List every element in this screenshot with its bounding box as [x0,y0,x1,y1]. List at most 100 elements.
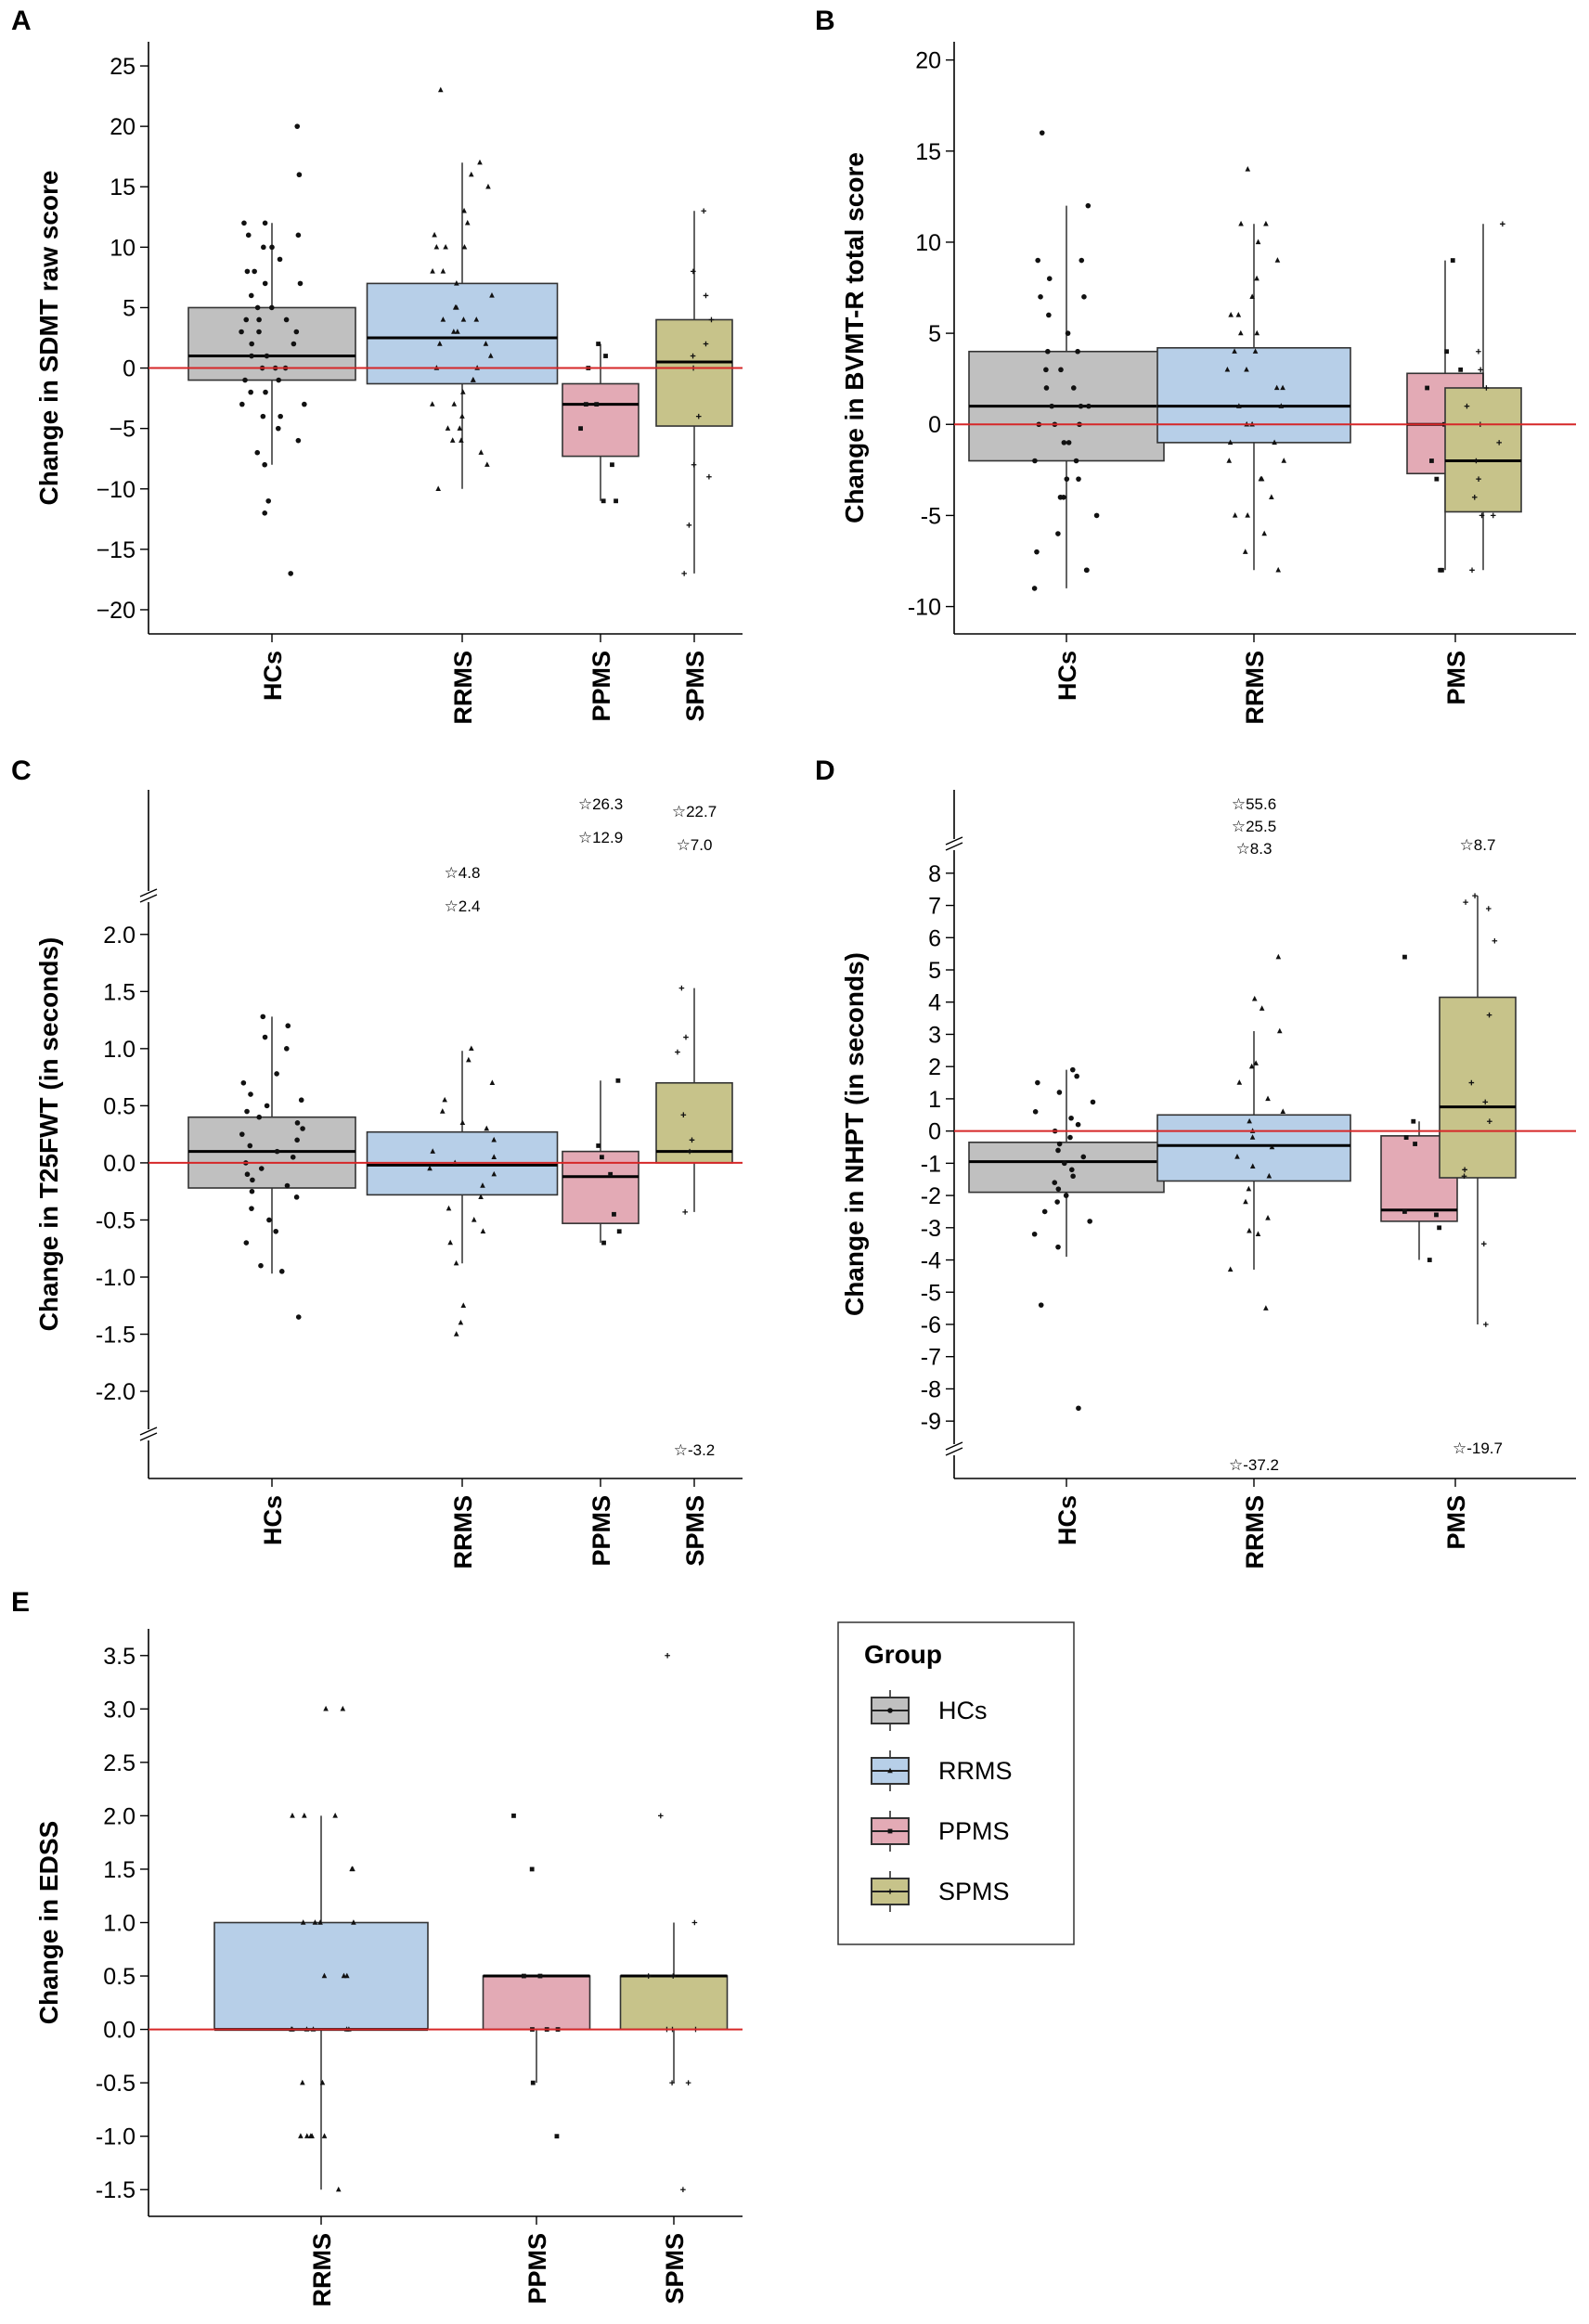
data-point [262,461,267,468]
outlier-annotation: ☆-3.2 [674,1441,716,1459]
data-point [1093,512,1100,519]
legend-label: RRMS [938,1757,1013,1785]
data-point [1031,586,1038,591]
data-point [429,401,435,407]
data-point [290,1813,295,1818]
outlier-annotation: ☆26.3 [578,795,623,813]
x-tick-label: RRMS [1241,651,1269,725]
data-point [1035,1079,1040,1086]
y-tick-label: -3 [921,1216,941,1242]
data-point [453,1331,459,1336]
box-hcs [187,123,356,576]
data-point [309,2133,315,2138]
data-point [248,1091,253,1097]
y-tick-label: 0.5 [103,1964,136,1990]
box-pms [1380,954,1458,1262]
data-point [297,280,304,287]
data-point [1272,439,1277,445]
box-pms [1439,893,1517,1327]
y-tick-label: 0.5 [103,1093,136,1119]
box-ppms [562,1078,639,1246]
data-point [260,413,266,420]
data-point [445,425,451,431]
data-point [603,354,608,358]
y-tick-label: 7 [928,894,941,920]
box-rrms [366,1045,559,1336]
data-point [264,353,270,359]
data-point [258,1262,264,1269]
data-point [1056,1141,1063,1147]
data-point [1046,276,1053,282]
outlier-annotation: ☆7.0 [677,836,713,854]
data-point [1263,220,1269,226]
data-point [302,401,307,407]
data-point [1259,1005,1265,1011]
data-point [323,1705,329,1711]
data-point [1274,257,1281,263]
y-tick-label: 0 [928,412,941,438]
data-point [695,413,702,420]
x-tick-label: HCs [1053,1495,1081,1545]
data-point [596,1143,601,1148]
data-point [451,401,458,407]
data-point [284,1046,290,1052]
data-point [1463,899,1468,905]
data-point [1232,512,1238,518]
data-point [1061,1160,1067,1167]
data-point [449,437,456,443]
x-tick-label: PPMS [588,651,615,722]
axis-break-gap [141,891,156,902]
data-point [319,2079,326,2085]
data-point [244,1171,251,1178]
data-point [1069,1066,1076,1073]
legend-label: HCs [938,1697,988,1724]
data-point [454,304,459,310]
data-point [288,571,293,576]
data-point [1045,348,1051,355]
data-point [708,316,715,323]
data-point [610,462,614,468]
outlier-annotation: ☆-37.2 [1229,1456,1279,1474]
y-tick-label: 25 [110,54,136,80]
box-hcs [968,130,1165,591]
y-tick-label: -8 [921,1376,941,1402]
box-body [562,382,639,458]
box-rrms [366,86,559,491]
data-point [1473,458,1479,464]
data-point [263,389,268,395]
data-point [454,280,459,286]
data-point [1253,1060,1259,1065]
y-tick-label: 1 [928,1087,941,1113]
data-point [343,1972,350,1979]
data-point [1061,440,1067,445]
data-point [703,292,709,299]
data-point [1255,239,1261,245]
data-point [447,1239,453,1246]
data-point [691,1919,698,1926]
x-tick-label: HCs [1053,651,1081,701]
data-point [1055,1147,1061,1154]
data-point [1039,130,1045,136]
data-point [258,1166,265,1171]
y-axis-label: Change in BVMT-R total score [840,152,869,523]
box-body [366,282,559,385]
outlier-annotation: ☆12.9 [578,829,623,846]
data-point [1254,329,1260,336]
data-point [1276,1027,1283,1034]
y-tick-label: 1.0 [103,1037,136,1063]
data-point [241,220,247,226]
y-tick-label: -1.5 [96,1323,136,1349]
data-point [1429,458,1434,463]
data-point [298,2133,304,2138]
data-point [459,1119,466,1126]
data-point [1247,1227,1252,1233]
data-point [294,123,301,129]
data-point [460,316,467,322]
data-point [349,1866,355,1872]
data-point [1236,403,1242,408]
data-point [1243,1198,1248,1205]
y-axis-label: Change in EDSS [34,1821,63,2024]
data-point [1450,258,1455,263]
data-point [1483,1322,1489,1327]
